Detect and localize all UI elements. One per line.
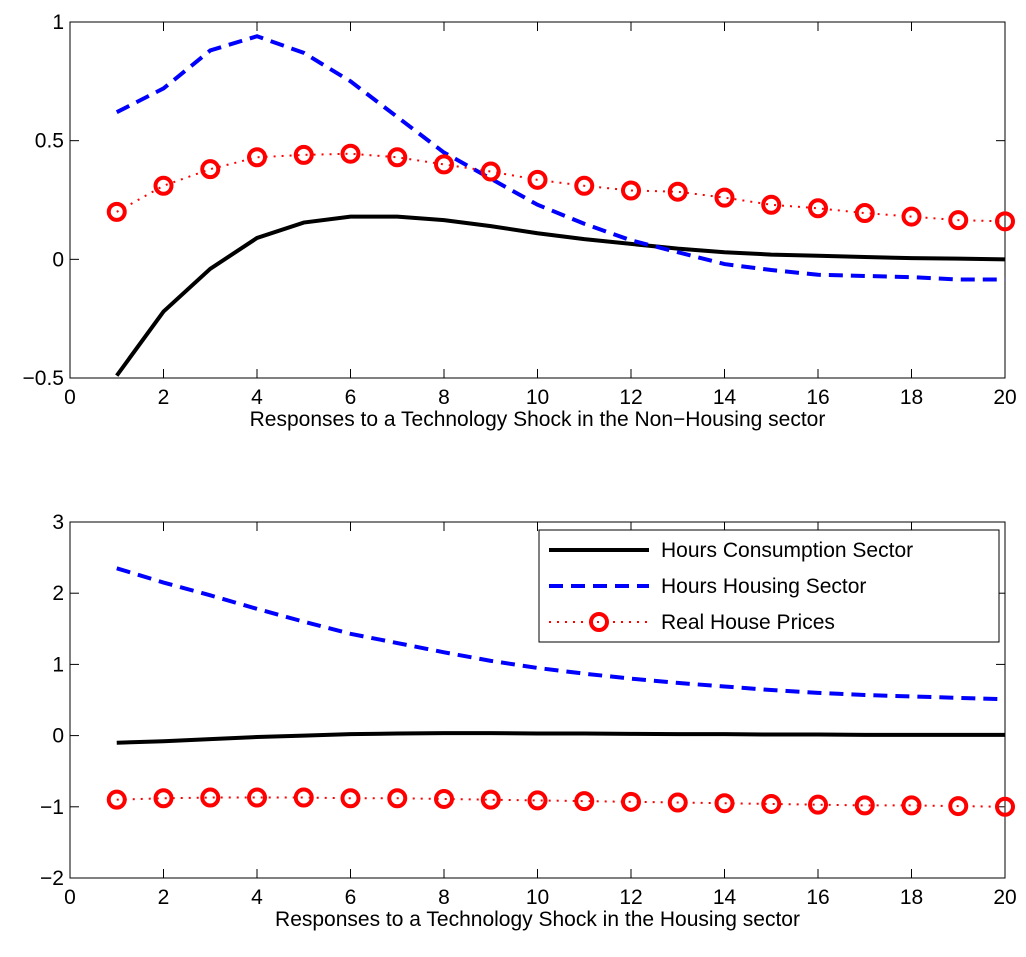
y-tick-label: 0 (52, 248, 64, 271)
x-tick-label: 12 (619, 886, 642, 909)
y-tick-label: 1 (52, 11, 64, 34)
series-marker (667, 181, 688, 202)
series-marker (527, 790, 548, 811)
legend: Hours Consumption Sector Hours Housing Se… (538, 529, 1000, 643)
series-marker (574, 791, 595, 812)
x-tick-label: 16 (806, 886, 829, 909)
series-marker (480, 789, 501, 810)
series-marker (387, 788, 408, 809)
series-marker (621, 791, 641, 812)
series-marker (948, 210, 969, 231)
legend-label: Hours Consumption Sector (661, 539, 913, 562)
series-marker (153, 788, 174, 809)
y-tick-label: 0 (52, 725, 64, 748)
series-marker (340, 788, 361, 809)
series-marker (574, 175, 595, 196)
series-marker (153, 175, 174, 196)
x-axis-label: Responses to a Technology Shock in the N… (250, 408, 826, 431)
x-tick-label: 4 (251, 386, 263, 409)
x-tick-label: 8 (438, 386, 450, 409)
x-tick-label: 10 (526, 386, 549, 409)
series-line (116, 731, 1005, 745)
series-marker (901, 206, 922, 227)
series-line (116, 566, 1006, 702)
series-marker (480, 161, 501, 182)
y-tick-label: 0.5 (35, 130, 64, 153)
series-marker (667, 792, 688, 813)
series-marker (761, 793, 782, 814)
x-tick-label: 16 (806, 386, 829, 409)
series-marker (247, 787, 267, 808)
series-line (115, 34, 1005, 282)
series-marker (106, 789, 127, 810)
x-tick-label: 10 (526, 886, 549, 909)
series-marker (106, 201, 127, 222)
y-tick-label: 2 (52, 582, 64, 605)
x-tick-label: 12 (619, 386, 642, 409)
series-marker (527, 169, 548, 190)
series-marker (293, 144, 314, 165)
series-marker (948, 796, 969, 817)
y-tick-label: 3 (52, 511, 64, 534)
y-tick-label: 1 (52, 653, 64, 676)
y-tick-label: −0.5 (23, 367, 64, 390)
series-marker (995, 796, 1015, 817)
x-tick-label: 0 (64, 886, 76, 909)
x-tick-label: 14 (713, 886, 737, 909)
series-marker (434, 788, 454, 809)
x-tick-label: 20 (993, 886, 1016, 909)
x-tick-label: 8 (438, 886, 450, 909)
series-marker (808, 794, 828, 815)
x-tick-label: 2 (158, 386, 170, 409)
series-marker (808, 198, 828, 219)
x-axis-label: Responses to a Technology Shock in the H… (275, 908, 800, 931)
series-marker (434, 154, 454, 175)
x-tick-label: 18 (900, 386, 923, 409)
x-tick-label: 6 (345, 386, 357, 409)
series-marker (854, 795, 875, 816)
x-tick-label: 2 (158, 886, 170, 909)
legend-marker (589, 612, 609, 632)
x-tick-label: 4 (251, 886, 263, 909)
series-marker (714, 187, 735, 208)
legend-label: Hours Housing Sector (661, 575, 866, 598)
legend-label: Real House Prices (661, 611, 835, 634)
series-marker (387, 147, 408, 168)
series-marker (200, 787, 221, 808)
x-tick-label: 14 (713, 386, 737, 409)
series-marker (247, 147, 267, 168)
series-marker (761, 194, 782, 215)
x-tick-label: 0 (64, 386, 76, 409)
x-tick-label: 18 (900, 886, 923, 909)
series-line (115, 214, 1006, 377)
x-tick-label: 6 (345, 886, 357, 909)
series-marker (995, 211, 1015, 232)
series-marker (621, 180, 641, 201)
y-tick-label: −2 (40, 867, 64, 890)
series-marker (714, 793, 735, 814)
series-marker (293, 787, 314, 808)
x-tick-label: 20 (993, 386, 1016, 409)
plot-area (69, 21, 1006, 379)
series-marker (200, 159, 221, 180)
series-marker (340, 143, 361, 164)
series-marker (901, 795, 922, 816)
y-tick-label: −1 (40, 796, 64, 819)
series-line (116, 152, 1006, 223)
series-marker (854, 203, 875, 224)
